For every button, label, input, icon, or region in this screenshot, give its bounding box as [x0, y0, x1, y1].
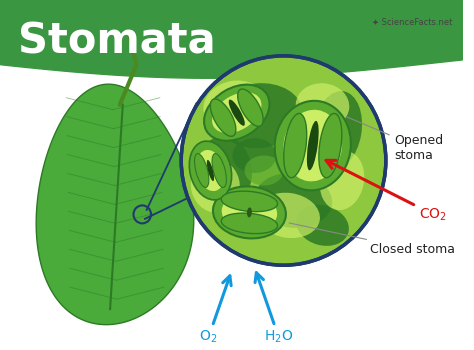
Text: ✦ ScienceFacts.net: ✦ ScienceFacts.net — [372, 18, 452, 27]
Circle shape — [181, 56, 386, 265]
Ellipse shape — [229, 99, 245, 126]
Ellipse shape — [191, 158, 240, 213]
Ellipse shape — [196, 150, 225, 191]
Ellipse shape — [296, 205, 349, 246]
Ellipse shape — [247, 208, 252, 217]
Ellipse shape — [296, 83, 349, 128]
Text: O$_2$: O$_2$ — [200, 276, 231, 345]
Ellipse shape — [204, 85, 270, 141]
Ellipse shape — [207, 160, 214, 181]
Ellipse shape — [198, 136, 252, 205]
Ellipse shape — [203, 80, 266, 131]
Polygon shape — [36, 84, 194, 325]
Text: Closed stoma: Closed stoma — [289, 223, 455, 256]
Ellipse shape — [274, 101, 351, 190]
Ellipse shape — [222, 193, 277, 231]
Ellipse shape — [212, 154, 227, 188]
Ellipse shape — [255, 173, 332, 228]
Ellipse shape — [312, 91, 362, 170]
Ellipse shape — [320, 151, 365, 210]
Text: CO$_2$: CO$_2$ — [326, 160, 447, 223]
Ellipse shape — [189, 141, 232, 200]
Ellipse shape — [237, 89, 263, 126]
Text: Stomata: Stomata — [18, 21, 215, 63]
Ellipse shape — [245, 155, 283, 186]
Ellipse shape — [319, 113, 342, 178]
Ellipse shape — [307, 121, 319, 170]
Ellipse shape — [221, 191, 278, 212]
Ellipse shape — [212, 92, 262, 133]
Ellipse shape — [221, 213, 278, 233]
Text: Opened
stoma: Opened stoma — [346, 117, 444, 162]
Ellipse shape — [194, 154, 209, 188]
Ellipse shape — [283, 110, 342, 181]
Text: H$_2$O: H$_2$O — [255, 273, 293, 345]
Ellipse shape — [215, 83, 303, 148]
Ellipse shape — [210, 99, 236, 136]
Ellipse shape — [284, 113, 307, 178]
Ellipse shape — [213, 186, 286, 238]
Ellipse shape — [232, 138, 276, 173]
Ellipse shape — [257, 193, 320, 238]
